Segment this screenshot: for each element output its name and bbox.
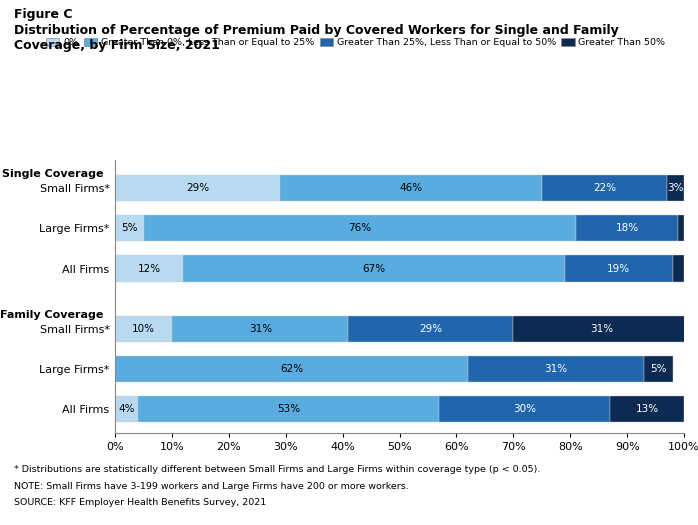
Text: 4%: 4% [118,404,135,414]
Bar [280,175,542,201]
Bar [172,316,348,342]
Text: 46%: 46% [399,183,422,193]
Bar [144,215,576,242]
Bar [115,396,138,422]
Bar [184,256,565,281]
Bar [514,316,690,342]
Text: 29%: 29% [186,183,209,193]
Text: Single Coverage: Single Coverage [2,169,104,179]
Bar [115,256,184,281]
Text: 10%: 10% [132,324,155,334]
Text: 5%: 5% [121,223,138,234]
Text: 31%: 31% [544,364,567,374]
Text: Distribution of Percentage of Premium Paid by Covered Workers for Single and Fam: Distribution of Percentage of Premium Pa… [14,24,618,51]
Text: 62%: 62% [280,364,303,374]
Bar [576,215,678,242]
Text: 31%: 31% [590,324,613,334]
Text: 13%: 13% [635,404,659,414]
Bar [115,215,144,242]
Bar [610,396,684,422]
Legend: 0%, Greater Than 0%, Less Than or Equal to 25%, Greater Than 25%, Less Than or E: 0%, Greater Than 0%, Less Than or Equal … [46,38,665,47]
Bar [138,396,440,422]
Bar [673,256,684,281]
Bar [565,256,673,281]
Bar [115,175,280,201]
Text: * Distributions are statistically different between Small Firms and Large Firms : * Distributions are statistically differ… [14,465,540,474]
Bar [115,356,468,382]
Bar [667,175,684,201]
Text: 67%: 67% [362,264,385,274]
Text: 53%: 53% [277,404,300,414]
Bar [348,316,514,342]
Text: Family Coverage: Family Coverage [1,310,104,320]
Text: 19%: 19% [607,264,630,274]
Text: 3%: 3% [667,183,684,193]
Bar [678,215,684,242]
Text: 29%: 29% [419,324,443,334]
Text: SOURCE: KFF Employer Health Benefits Survey, 2021: SOURCE: KFF Employer Health Benefits Sur… [14,498,266,507]
Text: 22%: 22% [593,183,616,193]
Text: Figure C: Figure C [14,8,73,21]
Text: 18%: 18% [616,223,639,234]
Text: 12%: 12% [138,264,161,274]
Bar [115,316,172,342]
Bar [440,396,610,422]
Bar [542,175,667,201]
Text: 31%: 31% [248,324,272,334]
Text: 30%: 30% [513,404,536,414]
Text: 5%: 5% [651,364,667,374]
Bar [468,356,644,382]
Bar [644,356,673,382]
Text: 76%: 76% [348,223,371,234]
Text: NOTE: Small Firms have 3-199 workers and Large Firms have 200 or more workers.: NOTE: Small Firms have 3-199 workers and… [14,482,409,491]
